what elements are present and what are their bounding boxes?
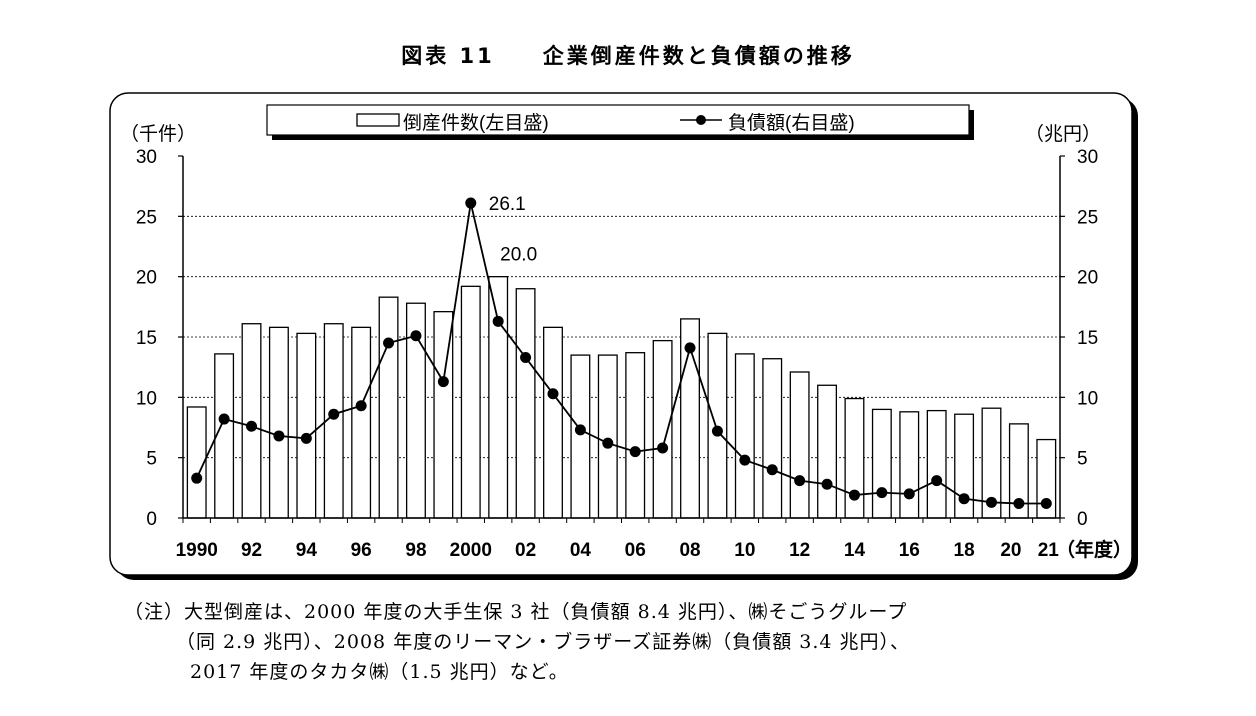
- debt-point-2019: [985, 496, 997, 508]
- x-tick-label: 2000: [450, 540, 492, 561]
- left-tick-label: 25: [136, 207, 157, 228]
- bar-2015: [871, 408, 892, 519]
- right-tick-label: 10: [1077, 388, 1098, 409]
- x-tick-label: 20: [1000, 540, 1021, 561]
- debt-point-2021: [1040, 498, 1052, 510]
- bar-2003: [543, 326, 563, 519]
- right-tick-label: 25: [1077, 207, 1098, 228]
- debt-point-1998: [410, 330, 422, 342]
- figure-title: 図表 11 企業倒産件数と負債額の推移: [401, 44, 855, 68]
- bar-1994: [296, 332, 317, 519]
- bar-2005: [597, 354, 618, 519]
- x-tick-label: 21: [1038, 540, 1060, 561]
- annotation-20.0: 20.0: [500, 245, 537, 266]
- debt-point-2014: [848, 489, 860, 501]
- debt-point-2012: [794, 475, 806, 487]
- bar-2011: [762, 358, 783, 519]
- debt-point-1993: [273, 430, 285, 442]
- left-tick-label: 5: [146, 449, 157, 470]
- debt-point-1991: [218, 413, 230, 425]
- bar-2012: [789, 371, 810, 519]
- debt-point-2000: [465, 197, 477, 209]
- debt-point-2017: [931, 475, 943, 487]
- debt-point-2016: [903, 488, 915, 500]
- debt-point-2006: [629, 446, 641, 458]
- chart-frame: [109, 92, 1133, 576]
- right-tick-label: 30: [1077, 147, 1098, 168]
- debt-point-2010: [739, 454, 751, 466]
- bar-2007: [652, 339, 673, 519]
- debt-point-1997: [383, 337, 395, 349]
- bar-2006: [625, 352, 646, 519]
- debt-point-2005: [602, 437, 614, 449]
- x-tick-label: 12: [789, 540, 810, 561]
- bar-2004: [570, 354, 591, 519]
- annotation-26.1: 26.1: [489, 194, 526, 215]
- legend-bar-swatch: [356, 113, 400, 127]
- bar-1996: [351, 326, 372, 519]
- debt-point-2001: [492, 315, 504, 327]
- debt-point-2009: [711, 425, 723, 437]
- left-tick-label: 30: [136, 147, 157, 168]
- legend: 倒産件数(左目盛) 負債額(右目盛): [266, 104, 974, 140]
- bar-2000: [460, 285, 481, 519]
- debt-point-2008: [684, 342, 696, 354]
- debt-point-2015: [876, 487, 888, 499]
- x-tick-label: 08: [679, 540, 700, 561]
- left-tick-label: 0: [146, 509, 157, 530]
- right-tick-label: 15: [1077, 328, 1098, 349]
- bar-2016: [899, 411, 920, 519]
- legend-line-label: 負債額(右目盛): [728, 112, 855, 134]
- left-axis-unit: （千件）: [120, 123, 196, 145]
- x-tick-label: 92: [241, 540, 262, 561]
- bar-2017: [926, 409, 947, 519]
- debt-point-2003: [547, 388, 559, 400]
- x-tick-label: 16: [899, 540, 920, 561]
- debt-point-1994: [300, 432, 312, 444]
- footnote-line-1: （注）大型倒産は、2000 年度の大手生保 3 社（負債額 8.4 兆円）、㈱そ…: [124, 601, 908, 623]
- x-tick-label: 98: [405, 540, 426, 561]
- legend-bar-label: 倒産件数(左目盛): [403, 112, 549, 134]
- right-axis-unit: （兆円）: [1025, 123, 1101, 145]
- debt-point-2018: [958, 493, 970, 505]
- legend-line-marker: [696, 115, 706, 125]
- bar-2010: [734, 353, 755, 519]
- debt-point-1996: [355, 400, 367, 412]
- debt-point-2011: [766, 464, 778, 476]
- bar-2013: [817, 384, 838, 519]
- debt-point-2020: [1013, 498, 1025, 510]
- bar-1991: [214, 353, 235, 519]
- debt-point-1990: [191, 472, 203, 484]
- debt-point-2002: [520, 352, 532, 364]
- x-tick-label: 96: [351, 540, 372, 561]
- right-tick-label: 20: [1077, 268, 1098, 289]
- debt-point-2013: [821, 478, 833, 490]
- footnote-line-2: （同 2.9 兆円）、2008 年度のリーマン・ブラザーズ証券㈱（負債額 3.4…: [176, 631, 911, 653]
- x-tick-label: 04: [570, 540, 592, 561]
- debt-point-2004: [574, 424, 586, 436]
- footnote-line-3: 2017 年度のタカタ㈱（1.5 兆円）など。: [190, 661, 569, 683]
- x-tick-label: 10: [734, 540, 755, 561]
- left-tick-label: 15: [136, 328, 157, 349]
- x-tick-label: 94: [296, 540, 318, 561]
- debt-point-2007: [657, 442, 669, 454]
- x-tick-label: 1990: [176, 540, 218, 561]
- debt-point-1992: [246, 420, 258, 432]
- x-axis-unit: （年度）: [1056, 538, 1132, 561]
- bar-1993: [268, 326, 289, 519]
- x-tick-label: 18: [954, 540, 975, 561]
- right-tick-label: 5: [1077, 449, 1088, 470]
- debt-point-1995: [328, 408, 340, 420]
- x-tick-label: 14: [844, 540, 866, 561]
- bankruptcy-chart: 0 0 5 5 10 10 15 15 20 20 25 25 30 30 1990 92 94 96 98 2000…: [109, 92, 1138, 580]
- right-tick-label: 0: [1077, 509, 1088, 530]
- bar-2002: [515, 288, 536, 519]
- bar-1997: [378, 296, 399, 519]
- x-tick-label: 06: [625, 540, 646, 561]
- debt-point-1999: [437, 376, 449, 388]
- left-tick-label: 20: [136, 268, 157, 289]
- left-tick-label: 10: [136, 388, 157, 409]
- bar-2001: [488, 276, 509, 519]
- x-tick-label: 02: [515, 540, 536, 561]
